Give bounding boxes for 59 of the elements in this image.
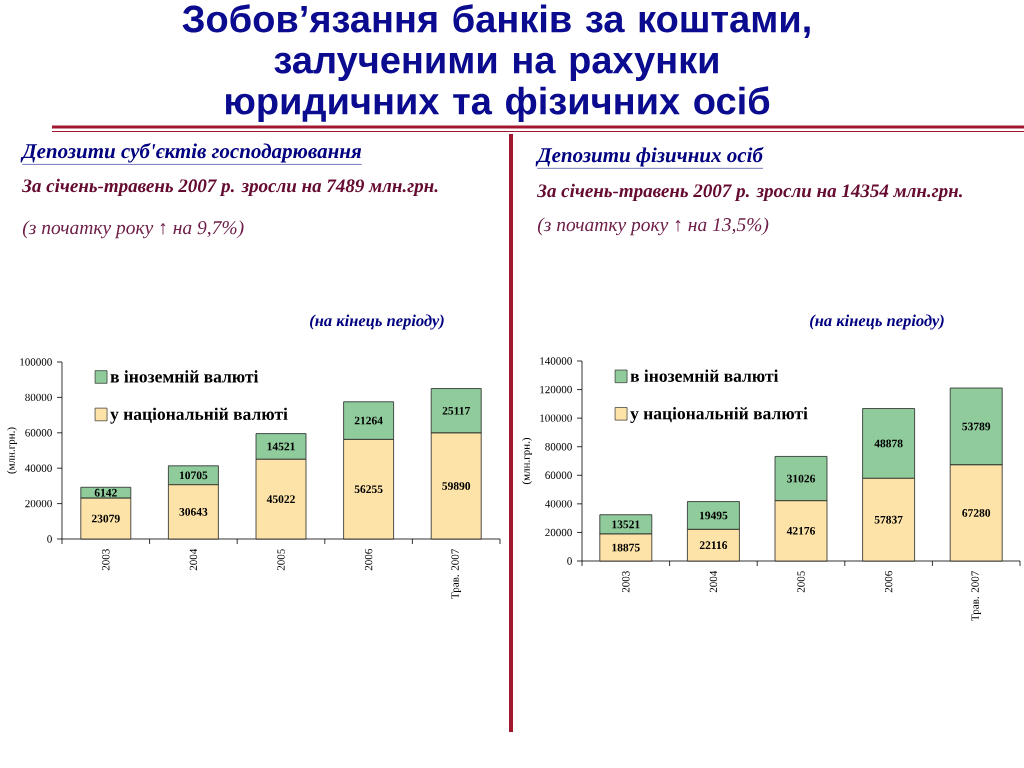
chart-title: Депозити суб'єктів господарювання	[20, 142, 362, 163]
y-tick-label: 0	[47, 535, 52, 543]
data-label: 21264	[354, 416, 383, 425]
data-label: 18875	[612, 543, 640, 552]
data-label: 45022	[266, 495, 295, 504]
chart-subtitle: За січень-травень 2007 р. зросли на 7489 млн.грн.	[22, 178, 438, 197]
text: (на кінець періоду)	[310, 314, 444, 330]
x-tick-label: 2004	[189, 548, 198, 571]
legend-label: в іноземній валюті	[110, 370, 259, 383]
data-label: 10705	[179, 471, 208, 480]
data-label: 13521	[612, 520, 640, 529]
x-tick-label: 2005	[797, 571, 805, 593]
x-tick-label: 2005	[277, 549, 285, 571]
data-label: 25117	[442, 406, 470, 415]
text: Зобов’язання банків за коштами, залученими на рахунки юридичних та фізичних осіб	[182, 4, 810, 123]
y-tick-label: 100000	[540, 414, 572, 422]
data-label: 59890	[442, 482, 471, 490]
y-axis-title: (млн.грн.)	[6, 427, 17, 474]
x-tick-label: 2004	[709, 570, 718, 593]
x-tick-label: 2006	[884, 571, 893, 593]
y-tick-label: 80000	[545, 443, 572, 451]
text: (з початку року ↑ на 9,7%)	[22, 220, 244, 239]
data-label: 30643	[179, 507, 208, 516]
y-tick-label: 120000	[540, 385, 572, 394]
legend-label: у національній валюті	[110, 407, 288, 424]
legend-label: у національній валюті	[630, 407, 808, 423]
x-tick-label: Трав. 2007	[971, 571, 982, 621]
y-tick-label: 0	[567, 557, 572, 565]
y-tick-label: 20000	[545, 528, 572, 537]
data-label: 23079	[91, 514, 120, 523]
y-axis-title: (млн.грн.)	[522, 437, 532, 485]
y-tick-label: 60000	[545, 471, 572, 479]
data-label: 67280	[962, 509, 991, 517]
text: (на кінець періоду)	[810, 314, 944, 330]
x-tick-label: 2006	[364, 549, 373, 571]
data-label: 57837	[874, 515, 903, 524]
data-label: 14521	[267, 442, 295, 451]
y-tick-label: 20000	[25, 499, 52, 508]
data-label: 48878	[874, 439, 903, 448]
x-tick-label: Трав. 2007	[451, 549, 462, 599]
x-tick-label: 2003	[102, 549, 110, 571]
data-label: 6142	[94, 488, 117, 497]
y-tick-label: 100000	[20, 358, 52, 366]
data-label: 53789	[962, 422, 991, 431]
x-tick-label: 2003	[622, 571, 630, 593]
chart-subtitle: За січень-травень 2007 р. зросли на 14354 млн.грн.	[537, 183, 962, 202]
data-label: 31026	[787, 474, 816, 483]
y-tick-label: 40000	[25, 464, 52, 472]
data-label: 42176	[786, 527, 816, 535]
legend-label: в іноземній валюті	[630, 369, 779, 382]
y-tick-label: 60000	[25, 429, 52, 437]
y-tick-label: 40000	[545, 500, 572, 508]
chart-title: Депозити фізичних осіб	[535, 146, 764, 167]
data-label: 56255	[354, 485, 383, 494]
data-label: 22116	[699, 541, 728, 550]
y-tick-label: 140000	[540, 357, 572, 365]
y-tick-label: 80000	[25, 393, 52, 402]
text: (з початку року ↑ на 13,5%)	[537, 217, 769, 236]
data-label: 19495	[699, 511, 728, 520]
